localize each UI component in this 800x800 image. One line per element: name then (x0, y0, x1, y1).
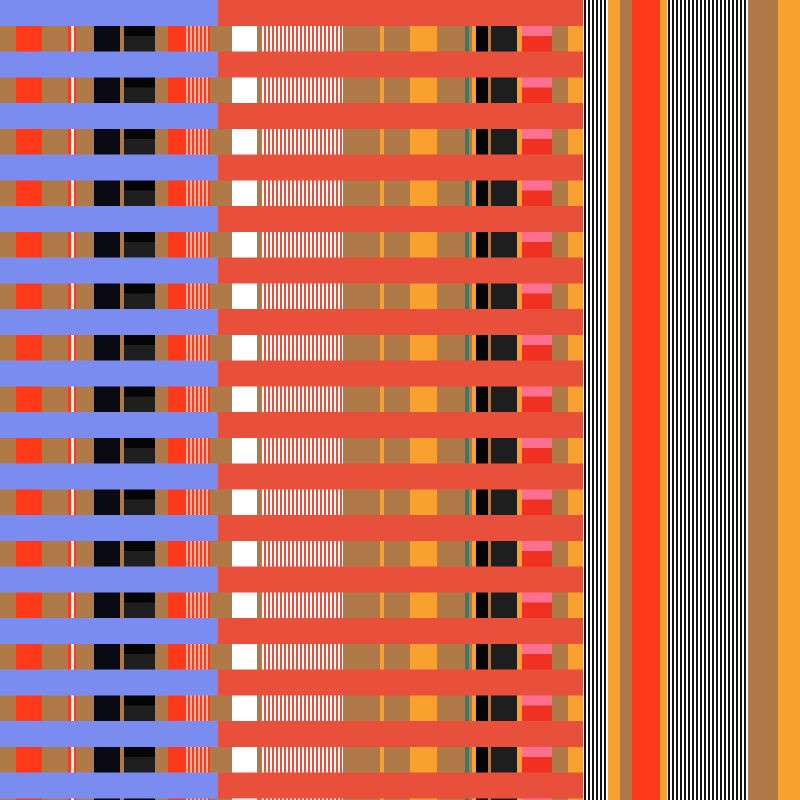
stripe (583, 0, 608, 800)
stripe (620, 0, 632, 800)
stripe (632, 0, 660, 800)
stripe (667, 0, 748, 800)
stripe (608, 0, 620, 800)
row-pattern (0, 0, 583, 800)
stripe (748, 0, 778, 800)
stripe (660, 0, 667, 800)
stripe (778, 0, 800, 800)
